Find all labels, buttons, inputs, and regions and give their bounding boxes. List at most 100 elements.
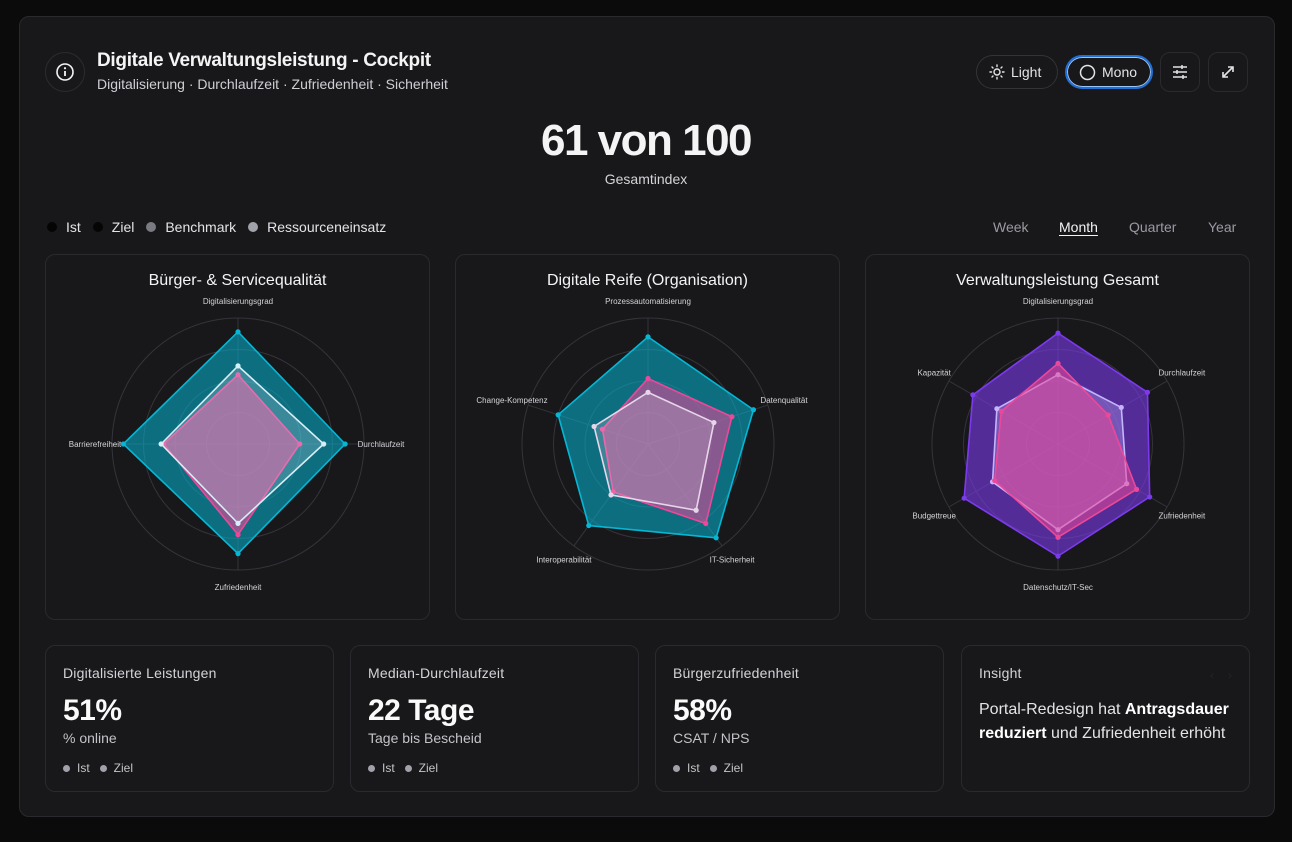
mono-theme-button[interactable]: Mono: [1065, 55, 1153, 89]
radar-card-gesamt: Verwaltungsleistung Gesamt Digitalisieru…: [865, 254, 1250, 620]
chart-title: Digitale Reife (Organisation): [547, 272, 748, 289]
chevron-left-icon[interactable]: ‹: [1210, 668, 1214, 682]
kpi-subtitle: % online: [63, 730, 117, 746]
kpi-legend: Ist Ziel: [368, 761, 438, 775]
radar-chart: Digitalisierungsgrad Durchlaufzeit Zufried…: [912, 297, 1206, 592]
insight-card: Insight ‹ › Portal-Redesign hat Antragsd…: [961, 645, 1250, 792]
chart-title: Verwaltungsleistung Gesamt: [956, 272, 1159, 289]
light-label: Light: [1011, 64, 1042, 80]
kpi-card-buergerzufriedenheit: Bürgerzufriedenheit 58% CSAT / NPS Ist Zi…: [655, 645, 944, 792]
light-theme-button[interactable]: Light: [976, 55, 1058, 89]
data-point-ziel: [961, 495, 967, 501]
tab-year[interactable]: Year: [1208, 219, 1237, 235]
data-point-ziel: [645, 334, 651, 340]
circle-icon: [1079, 64, 1096, 80]
axis-label: Prozessautomatisierung: [605, 297, 691, 306]
kpi-legend-ist: Ist: [673, 761, 700, 775]
kpi-subtitle: CSAT / NPS: [673, 730, 750, 746]
data-point-ist: [1055, 534, 1061, 540]
data-point-ist: [235, 532, 241, 538]
expand-icon: [1222, 66, 1234, 78]
axis-label: Durchlaufzeit: [1158, 369, 1205, 378]
legend-item-ist[interactable]: Ist: [47, 219, 81, 235]
data-point-benchmark: [693, 507, 699, 513]
chevron-right-icon[interactable]: ›: [1228, 668, 1232, 682]
radar-card-digitale-reife: Digitale Reife (Organisation) Prozessaut…: [455, 254, 840, 620]
axis-label: Budgettreue: [912, 512, 956, 521]
axis-label: Digitalisierungsgrad: [203, 297, 273, 306]
data-point-ist: [703, 520, 709, 527]
total-score: 61 von 100: [540, 116, 753, 165]
insight-highlight: Antragsdauer reduziert: [979, 701, 1229, 742]
tab-quarter[interactable]: Quarter: [1129, 219, 1177, 235]
axis-label: Kapazität: [917, 369, 951, 378]
radar-chart: Digitalisierungsgrad Durchlaufzeit Zufried…: [69, 297, 405, 592]
data-point-ist: [235, 372, 241, 378]
kpi-legend-label: Ist: [382, 761, 395, 775]
kpi-title: Digitalisierte Leistungen: [63, 665, 217, 681]
data-point-ziel: [586, 522, 592, 529]
data-point-ziel: [555, 412, 561, 418]
page-subtitle: Digitalisierung · Durchlaufzeit · Zufrie…: [97, 76, 448, 92]
kpi-card-digitalisierte-leistungen: Digitalisierte Leistungen 51% % online I…: [45, 645, 334, 792]
data-point-ist: [645, 375, 651, 382]
axis-label: Change-Kompetenz: [476, 396, 547, 405]
data-point-ziel: [713, 535, 719, 541]
radar-card-buerger: Bürger- & Servicequalität Digitalisierun…: [45, 254, 430, 620]
data-point-ziel: [235, 329, 241, 335]
data-point-ist: [992, 477, 998, 484]
data-point-benchmark: [711, 419, 717, 426]
legend-label: Ist: [66, 219, 81, 235]
data-point-ziel: [970, 392, 976, 398]
data-point-ist: [1133, 486, 1140, 492]
data-point-benchmark: [994, 406, 1000, 412]
data-point-benchmark: [1118, 404, 1124, 411]
insight-text: Portal-Redesign hat Antragsdauer reduzie…: [979, 698, 1239, 746]
legend-item-ziel[interactable]: Ziel: [92, 219, 134, 235]
data-point-ist: [729, 414, 735, 420]
tab-month[interactable]: Month: [1059, 219, 1098, 235]
axis-label: Datenqualität: [760, 396, 808, 405]
legend-label: Ressourceneinsatz: [267, 219, 387, 235]
legend-item-benchmark[interactable]: Benchmark: [146, 219, 236, 235]
legend-item-ressourceneinsatz[interactable]: Ressourceneinsatz: [248, 219, 386, 235]
axis-label: Durchlaufzeit: [358, 440, 405, 449]
page-title: Digitale Verwaltungsleistung - Cockpit: [97, 50, 431, 71]
data-point-benchmark: [158, 441, 164, 447]
data-point-ziel: [235, 551, 241, 557]
info-icon: [56, 63, 74, 81]
data-point-ist: [599, 426, 606, 432]
kpi-legend-ist: Ist: [368, 761, 395, 775]
insight-title: Insight: [979, 665, 1022, 681]
data-point-benchmark: [591, 423, 597, 430]
settings-button[interactable]: [1160, 52, 1200, 92]
data-point-ziel: [1147, 494, 1153, 500]
data-point-benchmark: [321, 441, 327, 447]
data-point-benchmark: [235, 363, 241, 369]
data-point-benchmark: [608, 492, 614, 498]
info-button[interactable]: [45, 52, 85, 92]
kpi-legend: Ist Ziel: [673, 761, 743, 775]
data-point-ist: [1105, 412, 1111, 418]
kpi-subtitle: Tage bis Bescheid: [368, 730, 482, 746]
kpi-legend-ziel: Ziel: [709, 761, 744, 775]
data-point-benchmark: [645, 389, 651, 395]
fullscreen-button[interactable]: [1208, 52, 1248, 92]
tab-week[interactable]: Week: [993, 219, 1029, 235]
axis-label: Zufriedenheit: [215, 583, 262, 592]
data-point-ist: [297, 441, 303, 447]
data-point-ist: [998, 408, 1004, 414]
axis-label: Barrierefreiheit: [69, 440, 122, 449]
kpi-card-median-durchlaufzeit: Median-Durchlaufzeit 22 Tage Tage bis Be…: [350, 645, 639, 792]
kpi-legend-ziel: Ziel: [99, 761, 134, 775]
kpi-legend-label: Ziel: [113, 761, 134, 775]
data-point-ziel: [1055, 553, 1061, 559]
data-point-benchmark: [235, 520, 241, 526]
axis-label: Digitalisierungsgrad: [1023, 297, 1093, 306]
radar-chart: Prozessautomatisierung Datenqualität IT-Si…: [476, 297, 808, 571]
kpi-legend-label: Ziel: [723, 761, 744, 775]
insight-text-part: und Zufriedenheit erhöht: [1046, 725, 1226, 742]
axis-label: IT-Sicherheit: [710, 556, 756, 565]
kpi-legend: Ist Ziel: [63, 761, 133, 775]
kpi-legend-ist: Ist: [63, 761, 90, 775]
